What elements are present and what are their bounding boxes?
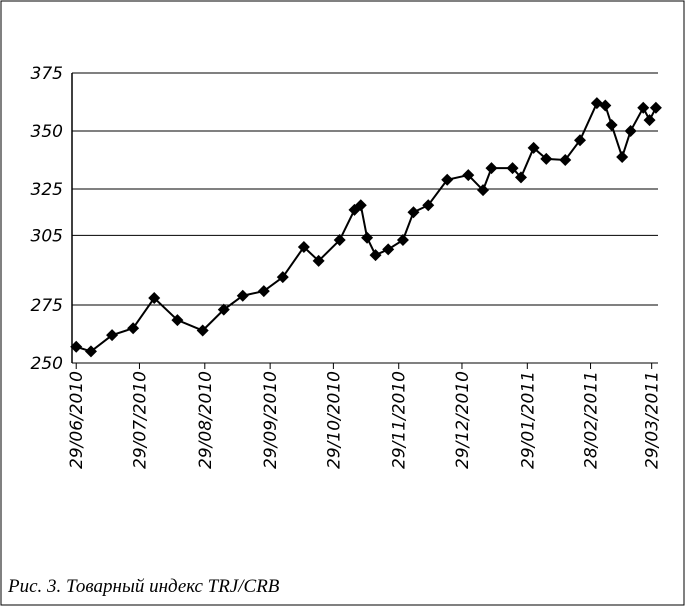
caption: Рис. 3. Товарный индекс TRJ/CRB <box>7 576 280 597</box>
marker <box>643 114 656 127</box>
marker <box>361 231 374 244</box>
marker <box>84 345 97 358</box>
y-tick-label: 275 <box>31 296 63 316</box>
marker <box>441 173 454 186</box>
line <box>75 101 657 353</box>
marker <box>396 234 409 247</box>
marker <box>276 271 289 284</box>
marker <box>599 99 612 112</box>
marker <box>148 292 161 305</box>
x-tick-label: 29/11/2010 <box>390 371 410 469</box>
marker <box>369 249 382 262</box>
marker <box>540 152 553 165</box>
y-tick-label: 350 <box>31 122 63 142</box>
x-tick-label: 29/10/2010 <box>324 371 344 469</box>
marker <box>462 169 475 182</box>
x-tick-label: 28/02/2011 <box>582 371 602 469</box>
marker <box>624 125 637 137</box>
marker <box>196 324 209 337</box>
marker <box>407 206 420 219</box>
marker <box>257 285 270 298</box>
marker <box>527 141 540 154</box>
marker <box>422 199 435 212</box>
marker <box>559 154 572 166</box>
marker <box>574 134 587 147</box>
marker <box>217 303 230 316</box>
x-tick-label: 29/08/2010 <box>196 371 216 469</box>
marker <box>297 241 310 253</box>
y-tick-label: 325 <box>31 180 63 200</box>
x-tick-label: 29/09/2010 <box>261 371 281 469</box>
marker <box>506 162 519 175</box>
x-tick-label: 29/06/2010 <box>67 371 87 469</box>
marker <box>616 150 629 163</box>
marker <box>649 101 662 114</box>
marker <box>514 171 527 184</box>
marker <box>590 97 603 110</box>
marker <box>106 329 119 342</box>
x-tick-label: 29/01/2011 <box>518 371 538 469</box>
marker <box>333 234 346 247</box>
marker <box>477 184 490 197</box>
marker <box>127 322 140 335</box>
marker <box>485 162 498 175</box>
x-tick-label: 29/07/2010 <box>130 371 150 469</box>
x-tick-label: 29/03/2011 <box>643 371 663 469</box>
marker <box>171 314 184 327</box>
y-tick-label: 250 <box>31 354 63 374</box>
y-tick-label: 305 <box>31 226 63 246</box>
marker <box>236 289 249 302</box>
marker <box>637 101 650 114</box>
x-tick-label: 29/12/2010 <box>453 371 473 469</box>
marker <box>354 199 367 212</box>
marker <box>605 118 618 131</box>
marker <box>70 340 83 353</box>
marker <box>382 243 395 256</box>
marker <box>312 254 325 267</box>
y-tick-label: 375 <box>31 64 63 84</box>
